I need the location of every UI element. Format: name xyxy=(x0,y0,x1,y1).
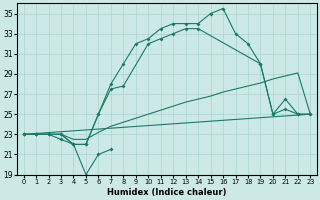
X-axis label: Humidex (Indice chaleur): Humidex (Indice chaleur) xyxy=(107,188,227,197)
